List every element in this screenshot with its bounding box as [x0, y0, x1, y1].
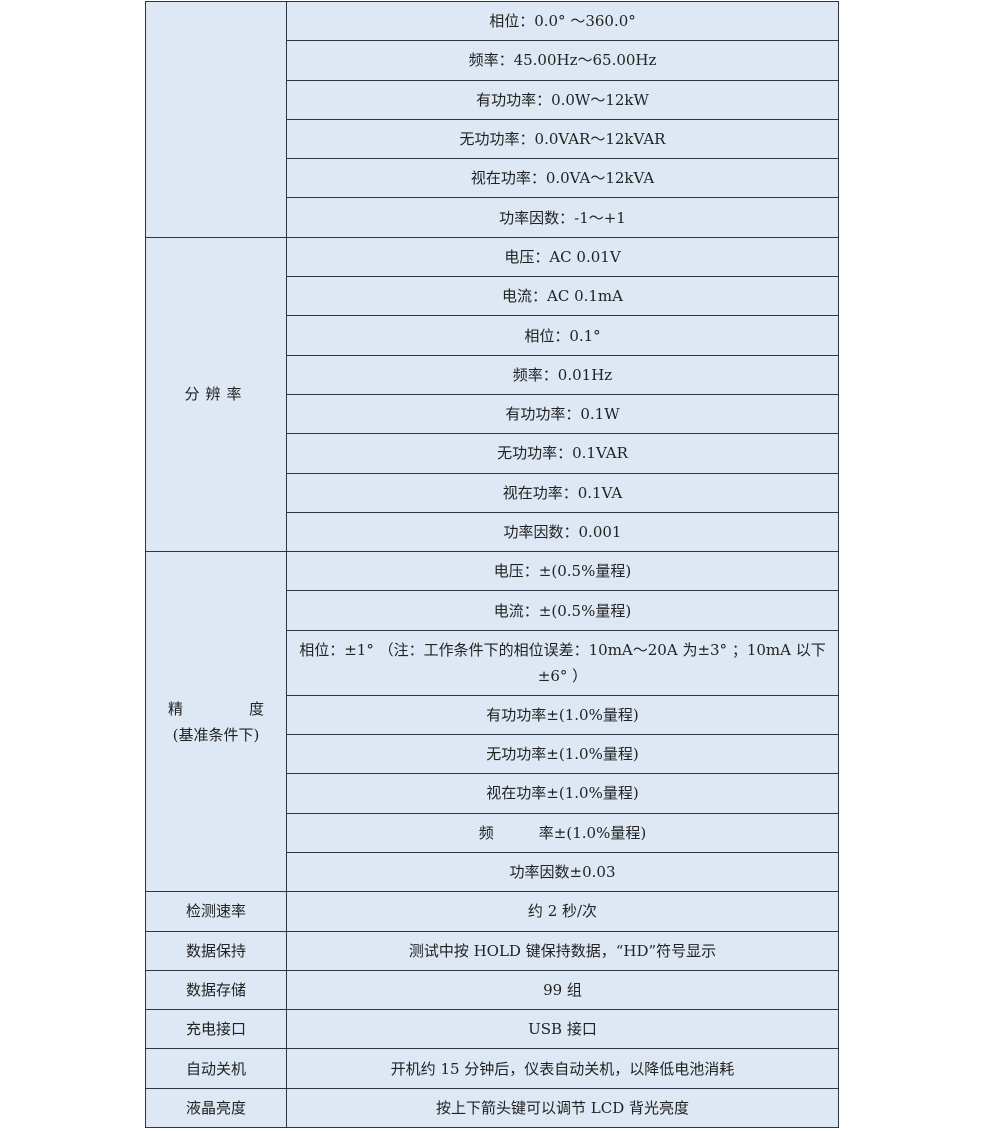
spec-label: 液晶亮度 — [145, 1087, 287, 1129]
table-row: 有功功率：0.1W — [146, 393, 839, 435]
range-label-cell — [145, 1, 287, 238]
spec-value: 测试中按 HOLD 键保持数据，“HD”符号显示 — [286, 930, 839, 971]
resolution-cell: 功率因数：0.001 — [286, 511, 839, 553]
spec-value: 约 2 秒/次 — [286, 891, 839, 932]
table-row: 电流：AC 0.1mA — [146, 276, 839, 317]
table-row: 功率因数：-1～+1 — [146, 197, 839, 238]
table-row: 相位：0.1° — [146, 315, 839, 356]
table-row: 视在功率：0.1VA — [146, 472, 839, 513]
table-row: 频率：45.00Hz～65.00Hz — [146, 40, 839, 81]
resolution-cell: 频率：0.01Hz — [286, 354, 839, 395]
spec-value: 按上下箭头键可以调节 LCD 背光亮度 — [286, 1087, 839, 1129]
resolution-cell: 相位：0.1° — [286, 315, 839, 356]
table-row: 数据存储 99 组 — [145, 969, 839, 1011]
table-row: 视在功率±(1.0%量程) — [146, 773, 839, 814]
table-row: 电流：±(0.5%量程) — [146, 590, 839, 631]
accuracy-label-a: 精 — [168, 699, 184, 718]
accuracy-label: 精 度 (基准条件下) — [145, 551, 287, 893]
spec-label: 检测速率 — [145, 891, 287, 932]
resolution-cell: 无功功率：0.1VAR — [286, 433, 839, 474]
spec-value: USB 接口 — [286, 1009, 839, 1050]
accuracy-label-b: 度 — [248, 699, 264, 718]
accuracy-cell: 电流：±(0.5%量程) — [286, 590, 839, 631]
range-cell: 频率：45.00Hz～65.00Hz — [286, 40, 839, 81]
table-row: 无功功率±(1.0%量程) — [146, 734, 839, 775]
table-row: 数据保持 测试中按 HOLD 键保持数据，“HD”符号显示 — [145, 930, 839, 971]
accuracy-cell: 频 率±(1.0%量程) — [286, 812, 839, 853]
accuracy-cell: 功率因数±0.03 — [286, 851, 839, 893]
spec-table: 相位：0.0° ～360.0° 频率：45.00Hz～65.00Hz 有功功率：… — [145, 0, 839, 1129]
range-cell: 视在功率：0.0VA～12kVA — [286, 158, 839, 199]
range-cell: 无功功率：0.0VAR～12kVAR — [286, 118, 839, 160]
spec-value: 开机约 15 分钟后，仪表自动关机，以降低电池消耗 — [286, 1048, 839, 1089]
spec-label: 数据保持 — [145, 930, 287, 971]
accuracy-cell: 相位：±1° （注：工作条件下的相位误差：10mA～20A 为±3° ；10mA… — [286, 629, 839, 696]
table-row: 相位：±1° （注：工作条件下的相位误差：10mA～20A 为±3° ；10mA… — [146, 629, 839, 696]
table-row: 精 度 (基准条件下) 电压：±(0.5%量程) — [145, 551, 839, 893]
table-row: 功率因数±0.03 — [146, 851, 839, 893]
spec-label: 自动关机 — [145, 1048, 287, 1089]
range-cell: 功率因数：-1～+1 — [286, 197, 839, 238]
spec-label: 充电接口 — [145, 1009, 287, 1050]
table-row: 无功功率：0.1VAR — [146, 433, 839, 474]
table-row: 有功功率±(1.0%量程) — [146, 694, 839, 736]
table-row: 视在功率：0.0VA～12kVA — [146, 158, 839, 199]
resolution-cell: 电流：AC 0.1mA — [286, 276, 839, 317]
table-row: 相位：0.0° ～360.0° — [145, 0, 839, 238]
accuracy-label-sub: (基准条件下) — [172, 725, 260, 744]
resolution-cell: 电压：AC 0.01V — [286, 236, 839, 278]
accuracy-cell: 有功功率±(1.0%量程) — [286, 694, 839, 736]
table-row: 检测速率约 2 秒/次 — [145, 891, 839, 932]
resolution-cell: 有功功率：0.1W — [286, 393, 839, 435]
range-cell: 相位：0.0° ～360.0° — [286, 0, 839, 42]
table-row: 频 率±(1.0%量程) — [146, 812, 839, 853]
accuracy-cell: 无功功率±(1.0%量程) — [286, 734, 839, 775]
spec-label: 数据存储 — [145, 969, 287, 1011]
range-cell: 有功功率：0.0W～12kW — [286, 79, 839, 120]
resolution-cell: 视在功率：0.1VA — [286, 472, 839, 513]
accuracy-cell: 视在功率±(1.0%量程) — [286, 773, 839, 814]
table-row: 有功功率：0.0W～12kW — [146, 79, 839, 120]
table-row: 液晶亮度 按上下箭头键可以调节 LCD 背光亮度 — [145, 1087, 839, 1129]
table-row: 分辨率 电压：AC 0.01V — [145, 236, 839, 553]
spec-value: 99 组 — [286, 969, 839, 1011]
table-row: 频率：0.01Hz — [146, 354, 839, 395]
table-row: 充电接口 USB 接口 — [145, 1009, 839, 1050]
resolution-label: 分辨率 — [145, 236, 287, 553]
table-row: 功率因数：0.001 — [146, 511, 839, 553]
accuracy-cell: 电压：±(0.5%量程) — [286, 551, 839, 592]
table-row: 自动关机 开机约 15 分钟后，仪表自动关机，以降低电池消耗 — [145, 1048, 839, 1089]
